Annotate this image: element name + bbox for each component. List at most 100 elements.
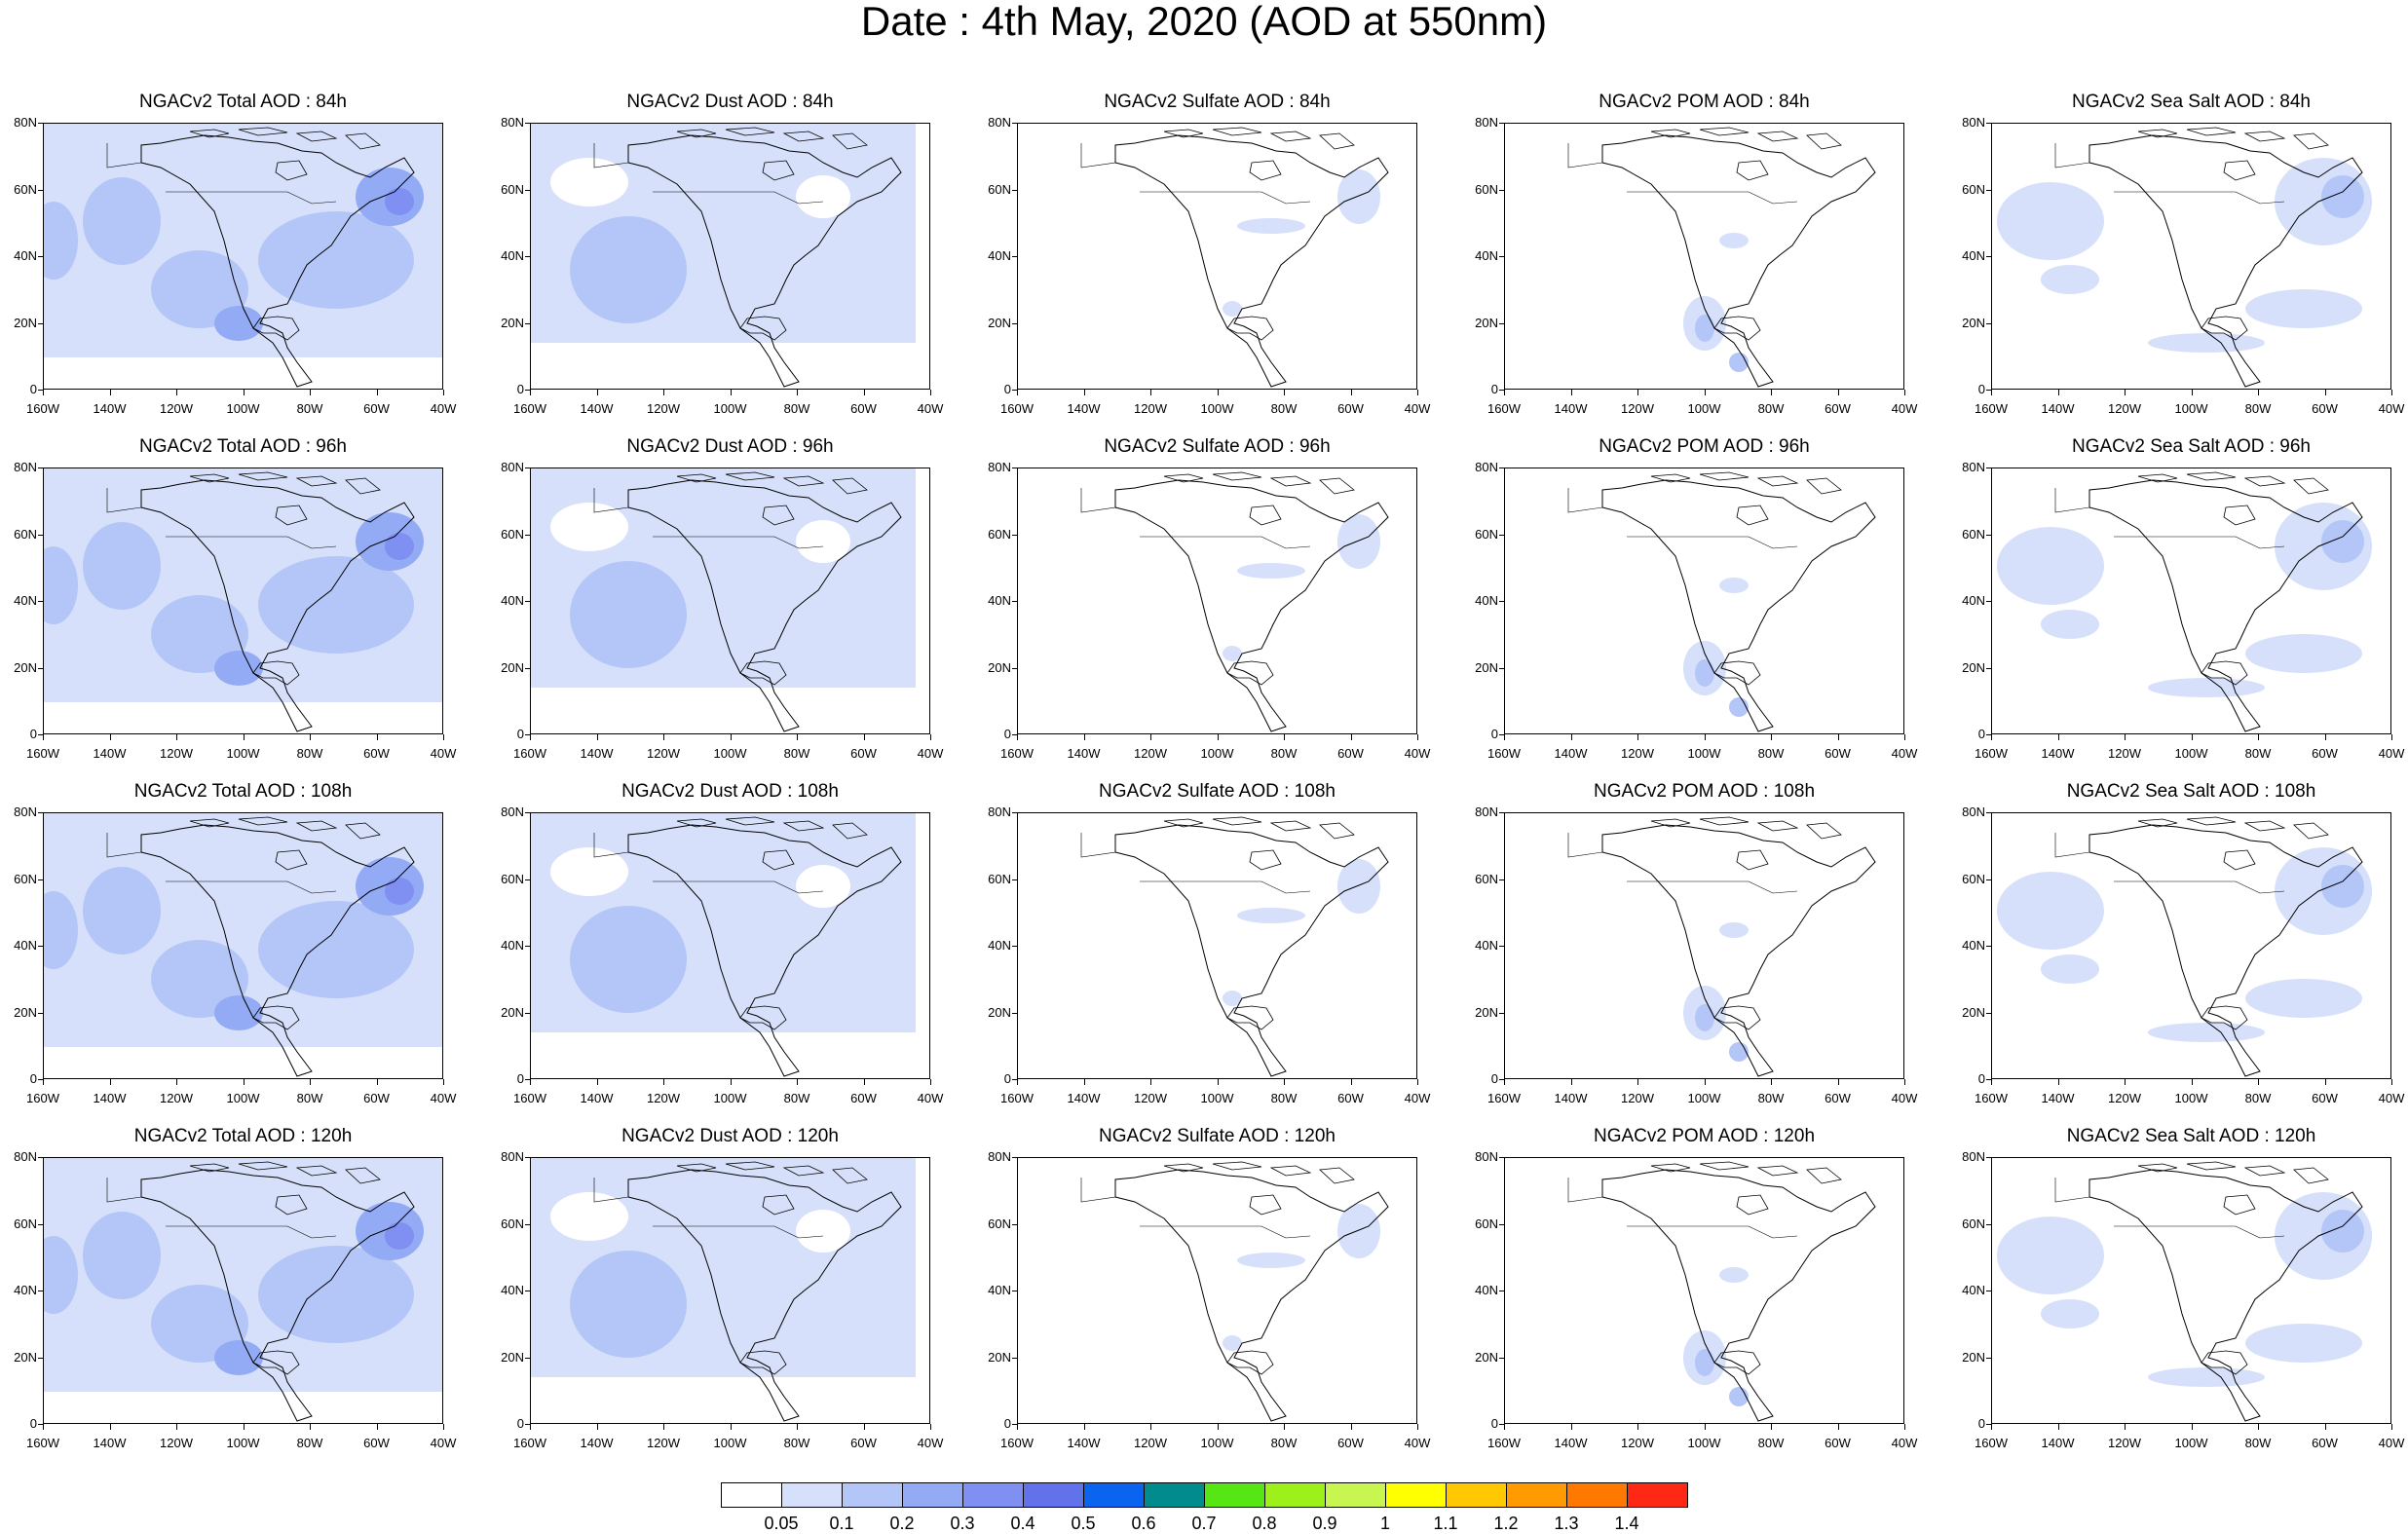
lat-label: 40N: [1475, 593, 1498, 608]
colorbar-swatch: [1204, 1482, 1265, 1508]
lat-label: 40N: [1475, 1283, 1498, 1297]
lon-tick: [1083, 390, 1085, 395]
lon-label: 160W: [1487, 401, 1521, 416]
lon-label: 100W: [713, 1091, 747, 1105]
lat-label: 80N: [1962, 804, 1985, 819]
lon-tick: [1217, 734, 1219, 740]
lon-tick: [310, 1424, 311, 1430]
lat-tick: [38, 879, 43, 880]
lon-tick: [1017, 390, 1018, 395]
lon-tick: [1904, 1424, 1905, 1430]
lon-label: 140W: [1067, 1436, 1101, 1450]
lon-tick: [243, 1079, 245, 1085]
lon-tick: [109, 1424, 111, 1430]
lon-label: 80W: [296, 746, 323, 761]
lon-tick: [2391, 1079, 2392, 1085]
map-plot-area: [530, 123, 930, 390]
lon-tick: [176, 390, 177, 395]
lon-tick: [863, 1424, 865, 1430]
lon-label: 160W: [1487, 1091, 1521, 1105]
lat-label: 20N: [14, 1004, 37, 1020]
lon-tick: [1350, 734, 1352, 740]
lat-label: 80N: [14, 1149, 37, 1164]
lat-label: 80N: [1475, 115, 1498, 130]
panel-title: NGACv2 Total AOD : 120h: [133, 1126, 353, 1146]
lon-label: 120W: [647, 746, 680, 761]
lon-tick: [310, 734, 311, 740]
lon-label: 160W: [26, 401, 59, 416]
lon-label: 100W: [2174, 1091, 2208, 1105]
lon-tick: [1570, 1079, 1572, 1085]
lon-tick: [2191, 1424, 2193, 1430]
lon-label: 140W: [1554, 1436, 1588, 1450]
aod-map: [44, 468, 442, 733]
lon-tick: [2057, 734, 2059, 740]
lat-label: 80N: [501, 115, 524, 130]
colorbar-swatch: [1627, 1482, 1688, 1508]
lon-tick: [1017, 1424, 1018, 1430]
lon-tick: [2125, 1424, 2126, 1430]
lon-label: 140W: [2041, 746, 2075, 761]
lon-tick: [797, 390, 798, 395]
lon-label: 40W: [2378, 746, 2405, 761]
lat-tick: [1012, 123, 1017, 124]
lon-label: 120W: [1134, 746, 1167, 761]
lon-label: 160W: [1000, 746, 1034, 761]
lon-label: 140W: [2041, 1436, 2075, 1450]
colorbar-swatch: [842, 1482, 903, 1508]
panel-title: NGACv2 Sulfate AOD : 120h: [1099, 1126, 1336, 1146]
lat-tick: [1012, 1079, 1017, 1080]
lat-label: 60N: [501, 871, 524, 886]
lon-tick: [243, 734, 245, 740]
lat-label: 40N: [501, 1283, 524, 1297]
lat-label: 40N: [1962, 593, 1985, 608]
lat-tick: [1499, 534, 1504, 536]
lat-tick: [1986, 123, 1991, 124]
lat-label: 60N: [501, 181, 524, 197]
lon-tick: [176, 1424, 177, 1430]
lon-label: 100W: [1200, 1091, 1234, 1105]
lon-tick: [2324, 1079, 2326, 1085]
lat-label: 40N: [1475, 938, 1498, 953]
panel-title: NGACv2 Total AOD : 84h: [139, 92, 347, 112]
colorbar-swatch: [1264, 1482, 1326, 1508]
lon-label: 80W: [1270, 401, 1298, 416]
colorbar-label: 0.9: [1312, 1514, 1337, 1533]
lat-label: 0: [1003, 382, 1011, 396]
lon-tick: [243, 1424, 245, 1430]
lon-tick: [730, 1079, 732, 1085]
lon-tick: [2191, 390, 2193, 395]
lon-tick: [530, 1079, 531, 1085]
panel-title: NGACv2 Sea Salt AOD : 108h: [2066, 781, 2316, 802]
lat-label: 0: [516, 1071, 524, 1086]
aod-map: [44, 124, 442, 389]
lon-label: 80W: [1270, 1091, 1298, 1105]
lon-label: 100W: [1687, 1091, 1721, 1105]
lon-tick: [1217, 1424, 1219, 1430]
lat-tick: [525, 734, 530, 735]
colorbar-label: 0.4: [1010, 1514, 1035, 1533]
colorbar: 0.05 0.1 0.2 0.3 0.4 0.5 0.6 0.7 0.8 0.9 1 1.1 1.2 1.…: [721, 1482, 1688, 1533]
lon-label: 140W: [1067, 746, 1101, 761]
lat-label: 80N: [988, 804, 1011, 819]
lat-label: 60N: [1475, 871, 1498, 886]
colorbar-label: 0.1: [829, 1514, 854, 1533]
lon-label: 40W: [1891, 1091, 1918, 1105]
lon-label: 160W: [1975, 1436, 2008, 1450]
lon-label: 160W: [513, 746, 546, 761]
lat-label: 40N: [988, 1283, 1011, 1297]
figure-title: Date : 4th May, 2020 (AOD at 550nm): [860, 0, 1548, 44]
lon-tick: [176, 1079, 177, 1085]
lon-label: 140W: [580, 1436, 614, 1450]
lon-label: 100W: [713, 746, 747, 761]
lon-label: 140W: [2041, 1091, 2075, 1105]
lat-tick: [38, 322, 43, 324]
lon-label: 80W: [2244, 746, 2272, 761]
map-plot-area: [1017, 812, 1417, 1079]
colorbar-swatch: [962, 1482, 1024, 1508]
lon-label: 140W: [2041, 401, 2075, 416]
lat-tick: [1986, 189, 1991, 191]
lat-label: 40N: [501, 248, 524, 263]
lat-label: 60N: [1962, 1216, 1985, 1231]
lon-label: 60W: [2312, 401, 2338, 416]
